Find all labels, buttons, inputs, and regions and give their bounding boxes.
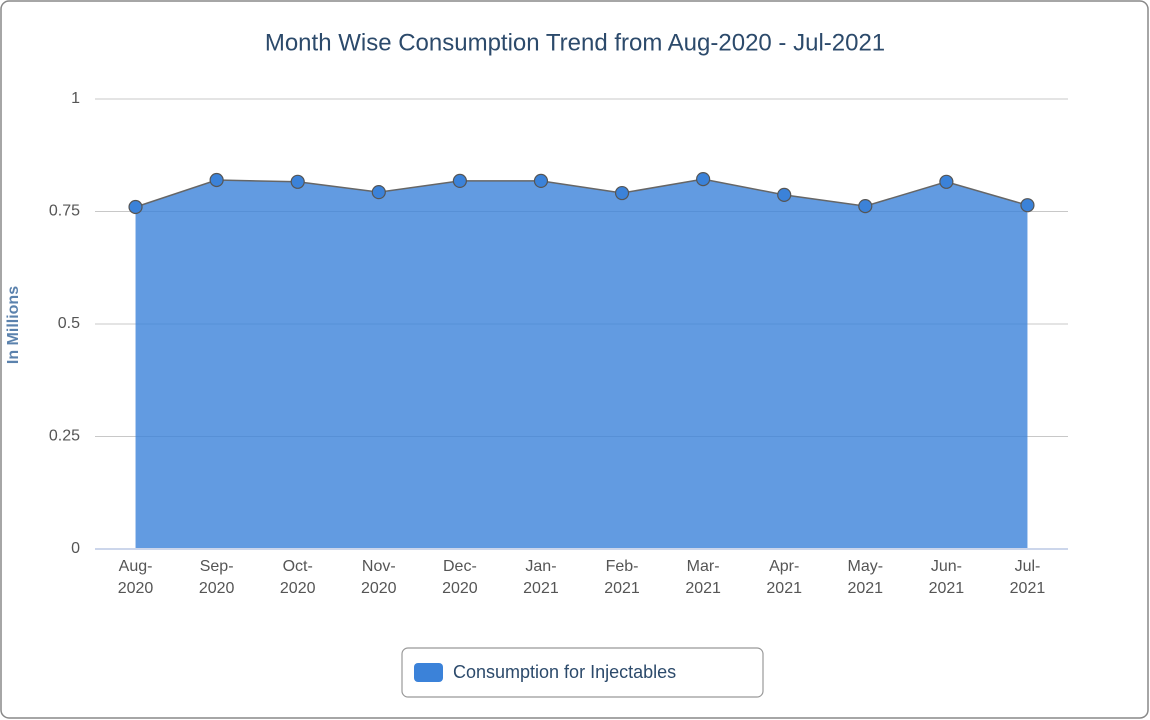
x-tick-label: Oct-2020 [280,558,316,597]
x-tick-label: Jul-2021 [1010,558,1046,597]
x-tick-label: Jan-2021 [523,558,559,597]
area-line [135,178,1028,208]
point [1020,198,1035,213]
y-tick-label: 1 [71,90,80,107]
point [209,172,224,188]
x-tick-label: Feb-2021 [604,558,640,597]
x-tick-label: Sep-2020 [199,558,235,597]
y-tick-label: 0.25 [49,428,80,445]
legend-swatch [414,663,443,682]
area-fill [135,179,1028,549]
chart-title: Month Wise Consumption Trend from Aug-20… [265,29,885,56]
x-tick-label: Apr-2021 [766,558,802,597]
point [371,185,386,200]
point [290,174,305,189]
point [777,187,792,202]
point [533,173,549,188]
point [939,174,954,189]
x-tick-label: Nov-2020 [361,558,397,597]
point [858,199,873,214]
x-tick-label: Mar-2021 [685,558,721,597]
point [696,172,711,187]
point [128,199,143,215]
y-tick-label: 0.75 [49,203,80,220]
legend-label: Consumption for Injectables [453,662,676,682]
point [452,173,467,188]
point [614,185,630,201]
x-tick-label: Jun-2021 [929,558,965,597]
y-tick-label: 0 [71,540,80,557]
x-tick-label: May-2021 [847,558,883,597]
legend-box [401,647,764,698]
y-axis-label: In Millions [5,286,22,364]
x-tick-label: Dec-2020 [442,558,478,597]
x-tick-label: Aug-2020 [118,558,154,597]
y-tick-label: 0.5 [58,315,80,332]
